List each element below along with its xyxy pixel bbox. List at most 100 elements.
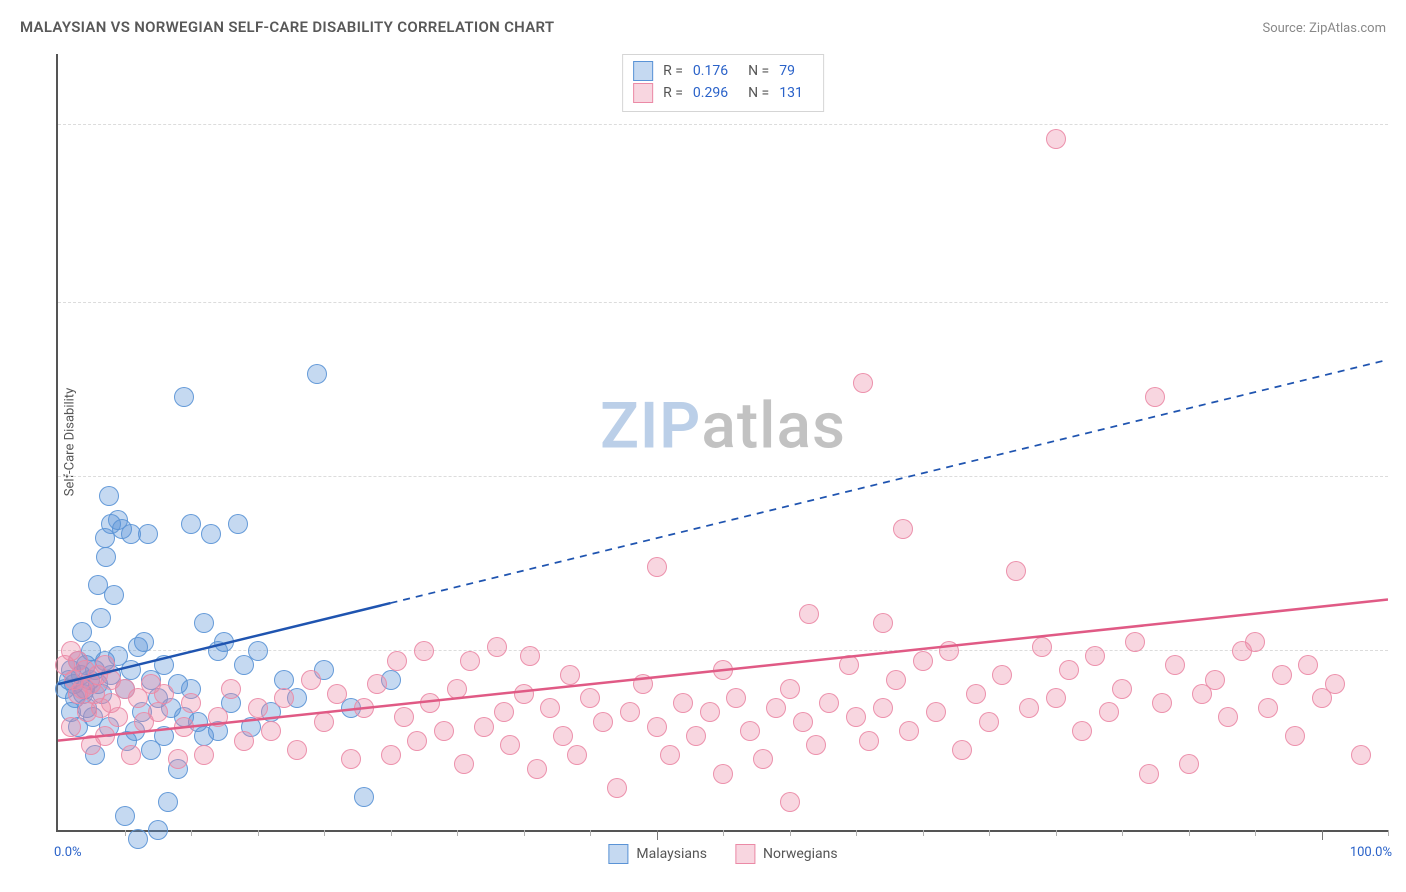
data-point: [115, 806, 135, 826]
data-point: [1072, 721, 1092, 741]
data-point: [1019, 698, 1039, 718]
n-label: N =: [748, 63, 769, 79]
data-point: [913, 651, 933, 671]
data-point: [966, 684, 986, 704]
data-point: [1325, 674, 1345, 694]
data-point: [174, 387, 194, 407]
data-point: [104, 585, 124, 605]
data-point: [221, 679, 241, 699]
data-point: [81, 735, 101, 755]
data-point: [158, 792, 178, 812]
data-point: [95, 726, 115, 746]
data-point: [214, 632, 234, 652]
data-point: [593, 712, 613, 732]
data-point: [1351, 745, 1371, 765]
data-point: [819, 693, 839, 713]
data-point: [1046, 129, 1066, 149]
data-point: [1312, 688, 1332, 708]
r-label: R =: [663, 85, 683, 101]
data-point: [1145, 387, 1165, 407]
data-point: [241, 717, 261, 737]
data-point: [59, 670, 79, 690]
data-point: [85, 684, 105, 704]
swatch-norwegians: [633, 83, 653, 103]
data-point: [208, 707, 228, 727]
x-tick-minor: [923, 830, 924, 836]
x-tick-minor: [258, 830, 259, 836]
data-point: [414, 641, 434, 661]
data-point: [1046, 688, 1066, 708]
data-point: [68, 717, 88, 737]
data-point: [108, 510, 128, 530]
data-point: [117, 731, 137, 751]
data-point: [1285, 726, 1305, 746]
x-tick-minor: [524, 830, 525, 836]
x-tick-minor: [1255, 830, 1256, 836]
data-point: [154, 655, 174, 675]
data-point: [121, 745, 141, 765]
data-point: [873, 698, 893, 718]
data-point: [853, 373, 873, 393]
data-point: [71, 665, 91, 685]
data-point: [83, 707, 103, 727]
data-point: [134, 632, 154, 652]
data-point: [85, 745, 105, 765]
data-point: [434, 721, 454, 741]
data-point: [307, 364, 327, 384]
data-point: [726, 688, 746, 708]
legend-row-norwegians: R = 0.296 N = 131: [633, 83, 813, 103]
data-point: [367, 674, 387, 694]
data-point: [181, 514, 201, 534]
data-point: [926, 702, 946, 722]
chart-header: MALAYSIAN VS NORWEGIAN SELF-CARE DISABIL…: [20, 18, 1386, 36]
data-point: [673, 693, 693, 713]
data-point: [327, 684, 347, 704]
data-point: [447, 679, 467, 699]
gridline: [58, 476, 1388, 477]
data-point: [1125, 632, 1145, 652]
data-point: [1232, 641, 1252, 661]
data-point: [76, 655, 96, 675]
data-point: [793, 712, 813, 732]
data-point: [101, 693, 121, 713]
data-point: [72, 622, 92, 642]
data-point: [1258, 698, 1278, 718]
data-point: [95, 651, 115, 671]
data-point: [1298, 655, 1318, 675]
x-tick-major: [1322, 830, 1323, 840]
data-point: [633, 674, 653, 694]
data-point: [274, 670, 294, 690]
data-point: [201, 524, 221, 544]
data-point: [115, 679, 135, 699]
data-point: [1139, 764, 1159, 784]
data-point: [55, 655, 75, 675]
data-point: [64, 670, 84, 690]
x-tick-minor: [125, 830, 126, 836]
data-point: [387, 651, 407, 671]
data-point: [194, 726, 214, 746]
data-point: [261, 702, 281, 722]
correlation-legend: R = 0.176 N = 79 R = 0.296 N = 131: [622, 54, 824, 112]
data-point: [77, 702, 97, 722]
data-point: [859, 731, 879, 751]
data-point: [1192, 684, 1212, 704]
data-point: [527, 759, 547, 779]
legend-label-malaysians: Malaysians: [636, 846, 707, 862]
legend-item-norwegians: Norwegians: [735, 844, 838, 864]
data-point: [301, 670, 321, 690]
data-point: [234, 731, 254, 751]
data-point: [261, 721, 281, 741]
data-point: [1272, 665, 1292, 685]
data-point: [141, 670, 161, 690]
watermark-zip: ZIP: [600, 389, 701, 464]
data-point: [132, 702, 152, 722]
x-tick-minor: [723, 830, 724, 836]
data-point: [81, 641, 101, 661]
data-point: [567, 745, 587, 765]
source-prefix: Source:: [1262, 21, 1309, 36]
data-point: [899, 721, 919, 741]
gridline: [58, 124, 1388, 125]
data-point: [1006, 561, 1026, 581]
x-tick-minor: [191, 830, 192, 836]
data-point: [686, 726, 706, 746]
